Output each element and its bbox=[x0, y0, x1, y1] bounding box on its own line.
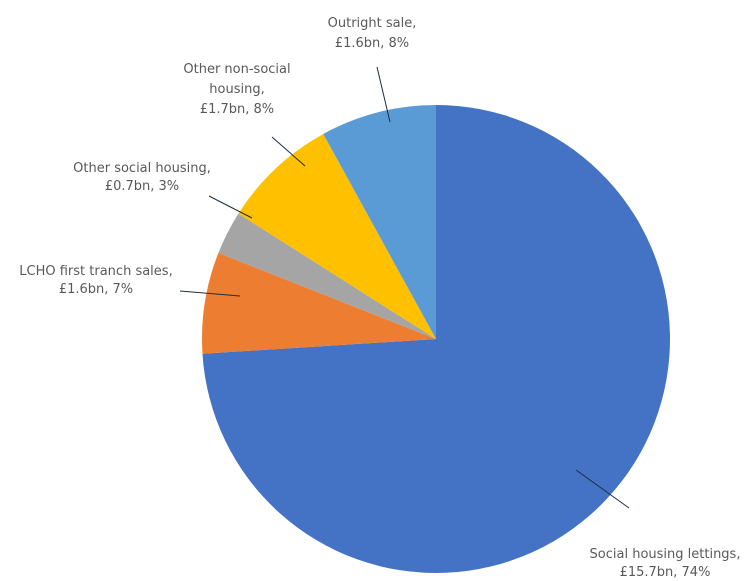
leader-line-lcho bbox=[179, 290, 241, 297]
label-other-social-housing: Other social housing, bbox=[73, 161, 211, 176]
pie-slice-lcho-first-tranch-sales bbox=[201, 252, 436, 354]
leader-line-outright-sale bbox=[376, 66, 391, 123]
value-lcho-first-tranch-sales: £1.6bn, 7% bbox=[59, 282, 133, 297]
leader-line-other-non-social bbox=[271, 136, 306, 167]
pie-slices bbox=[201, 105, 670, 573]
value-other-social-housing: £0.7bn, 3% bbox=[105, 179, 179, 194]
leader-line-other-social bbox=[208, 195, 253, 219]
value-other-non-social-housing: £1.7bn, 8% bbox=[200, 102, 274, 117]
label-other-non-social-housing-line1: Other non-social bbox=[183, 62, 290, 77]
label-lcho-first-tranch-sales: LCHO first tranch sales, bbox=[19, 264, 172, 279]
label-outright-sale: Outright sale, bbox=[328, 16, 417, 31]
leader-line-social-housing-lettings bbox=[575, 469, 630, 509]
label-social-housing-lettings: Social housing lettings, bbox=[590, 547, 741, 562]
value-outright-sale: £1.6bn, 8% bbox=[335, 36, 409, 51]
pie-slice-social-housing-lettings bbox=[202, 105, 670, 573]
data-labels: Social housing lettings, £15.7bn, 74% LC… bbox=[19, 16, 740, 580]
leader-lines bbox=[179, 66, 630, 509]
pie-slice-other-non-social-housing bbox=[238, 133, 436, 339]
pie-slice-outright-sale bbox=[323, 105, 436, 339]
label-other-non-social-housing-line2: housing, bbox=[209, 82, 264, 97]
pie-slice-other-social-housing bbox=[218, 213, 436, 339]
value-social-housing-lettings: £15.7bn, 74% bbox=[620, 565, 711, 580]
